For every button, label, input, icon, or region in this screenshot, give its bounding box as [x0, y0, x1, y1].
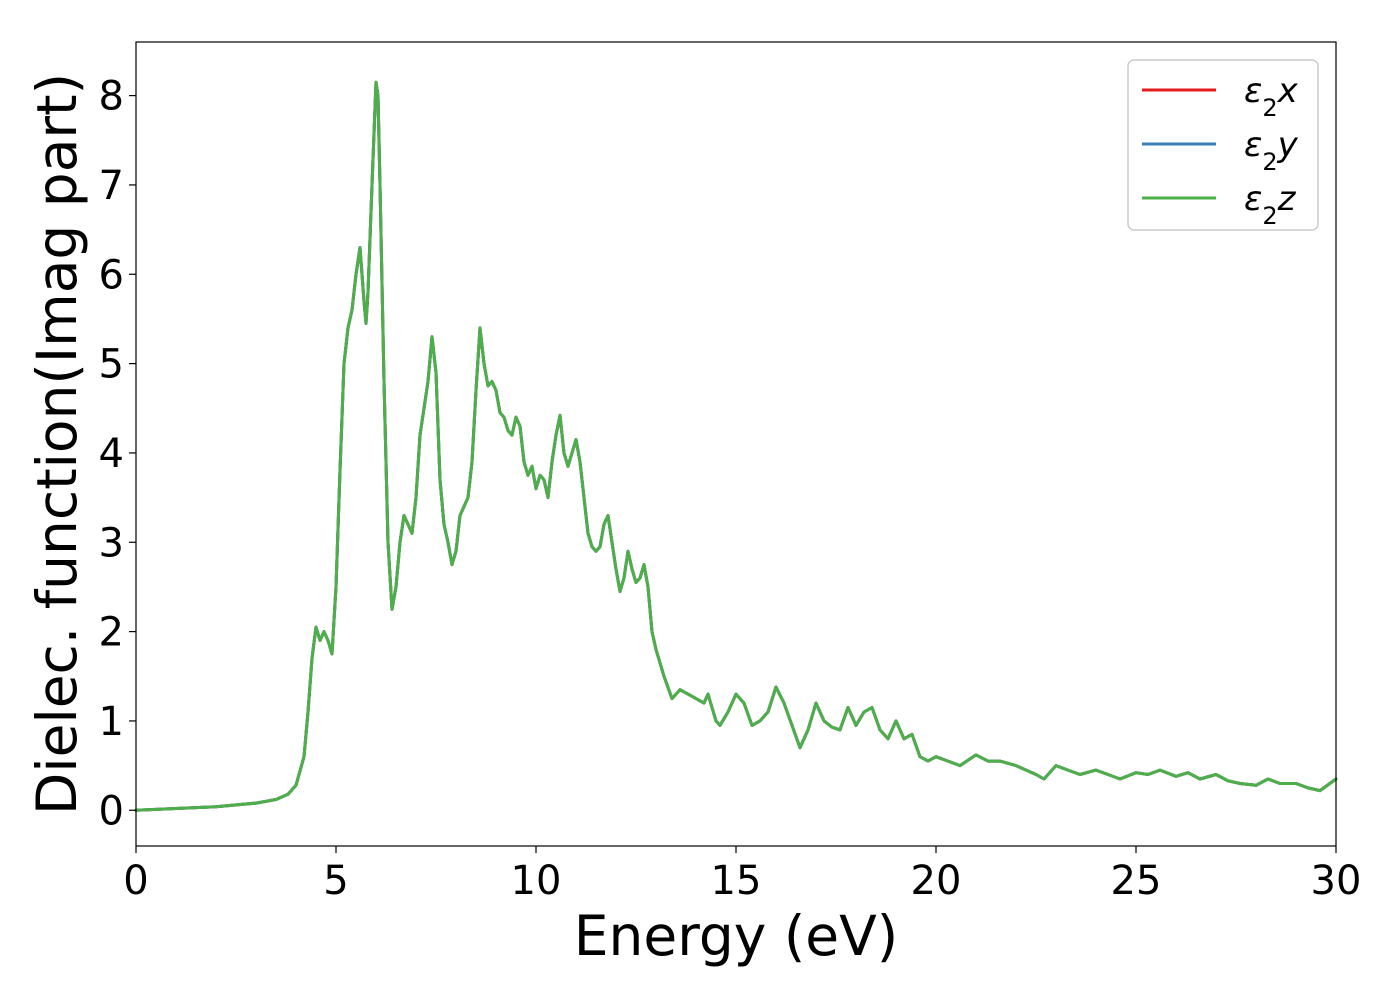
y-axis-ticks: 0 1 2 3 4 5 6 7 8: [99, 74, 136, 834]
series-layer: [134, 80, 1338, 812]
y-tick-label: 6: [99, 252, 124, 298]
x-tick-label: 30: [1311, 858, 1362, 904]
x-tick-label: 5: [323, 858, 348, 904]
y-tick-label: 5: [99, 342, 124, 388]
y-tick-label: 8: [99, 74, 124, 120]
y-axis-label: Dielec. function(Imag part): [25, 73, 89, 815]
y-tick-label: 0: [99, 788, 124, 834]
x-tick-label: 10: [511, 858, 562, 904]
x-tick-label: 0: [123, 858, 148, 904]
y-tick-label: 7: [99, 163, 124, 209]
y-tick-label: 3: [99, 520, 124, 566]
y-tick-label: 2: [99, 610, 124, 656]
legend-label-x: ε2x: [1244, 71, 1299, 122]
legend-label-y: ε2y: [1244, 125, 1299, 176]
series-line-z: [134, 80, 1338, 812]
x-tick-label: 15: [711, 858, 762, 904]
legend-label-z: ε2z: [1244, 179, 1297, 230]
y-tick-label: 1: [99, 699, 124, 745]
y-tick-label: 4: [99, 431, 124, 477]
x-tick-label: 25: [1111, 858, 1162, 904]
x-axis-ticks: 0 5 10 15 20 25 30: [123, 846, 1361, 904]
x-tick-label: 20: [911, 858, 962, 904]
legend-box: [1127, 59, 1319, 231]
x-axis-label: Energy (eV): [574, 904, 898, 968]
